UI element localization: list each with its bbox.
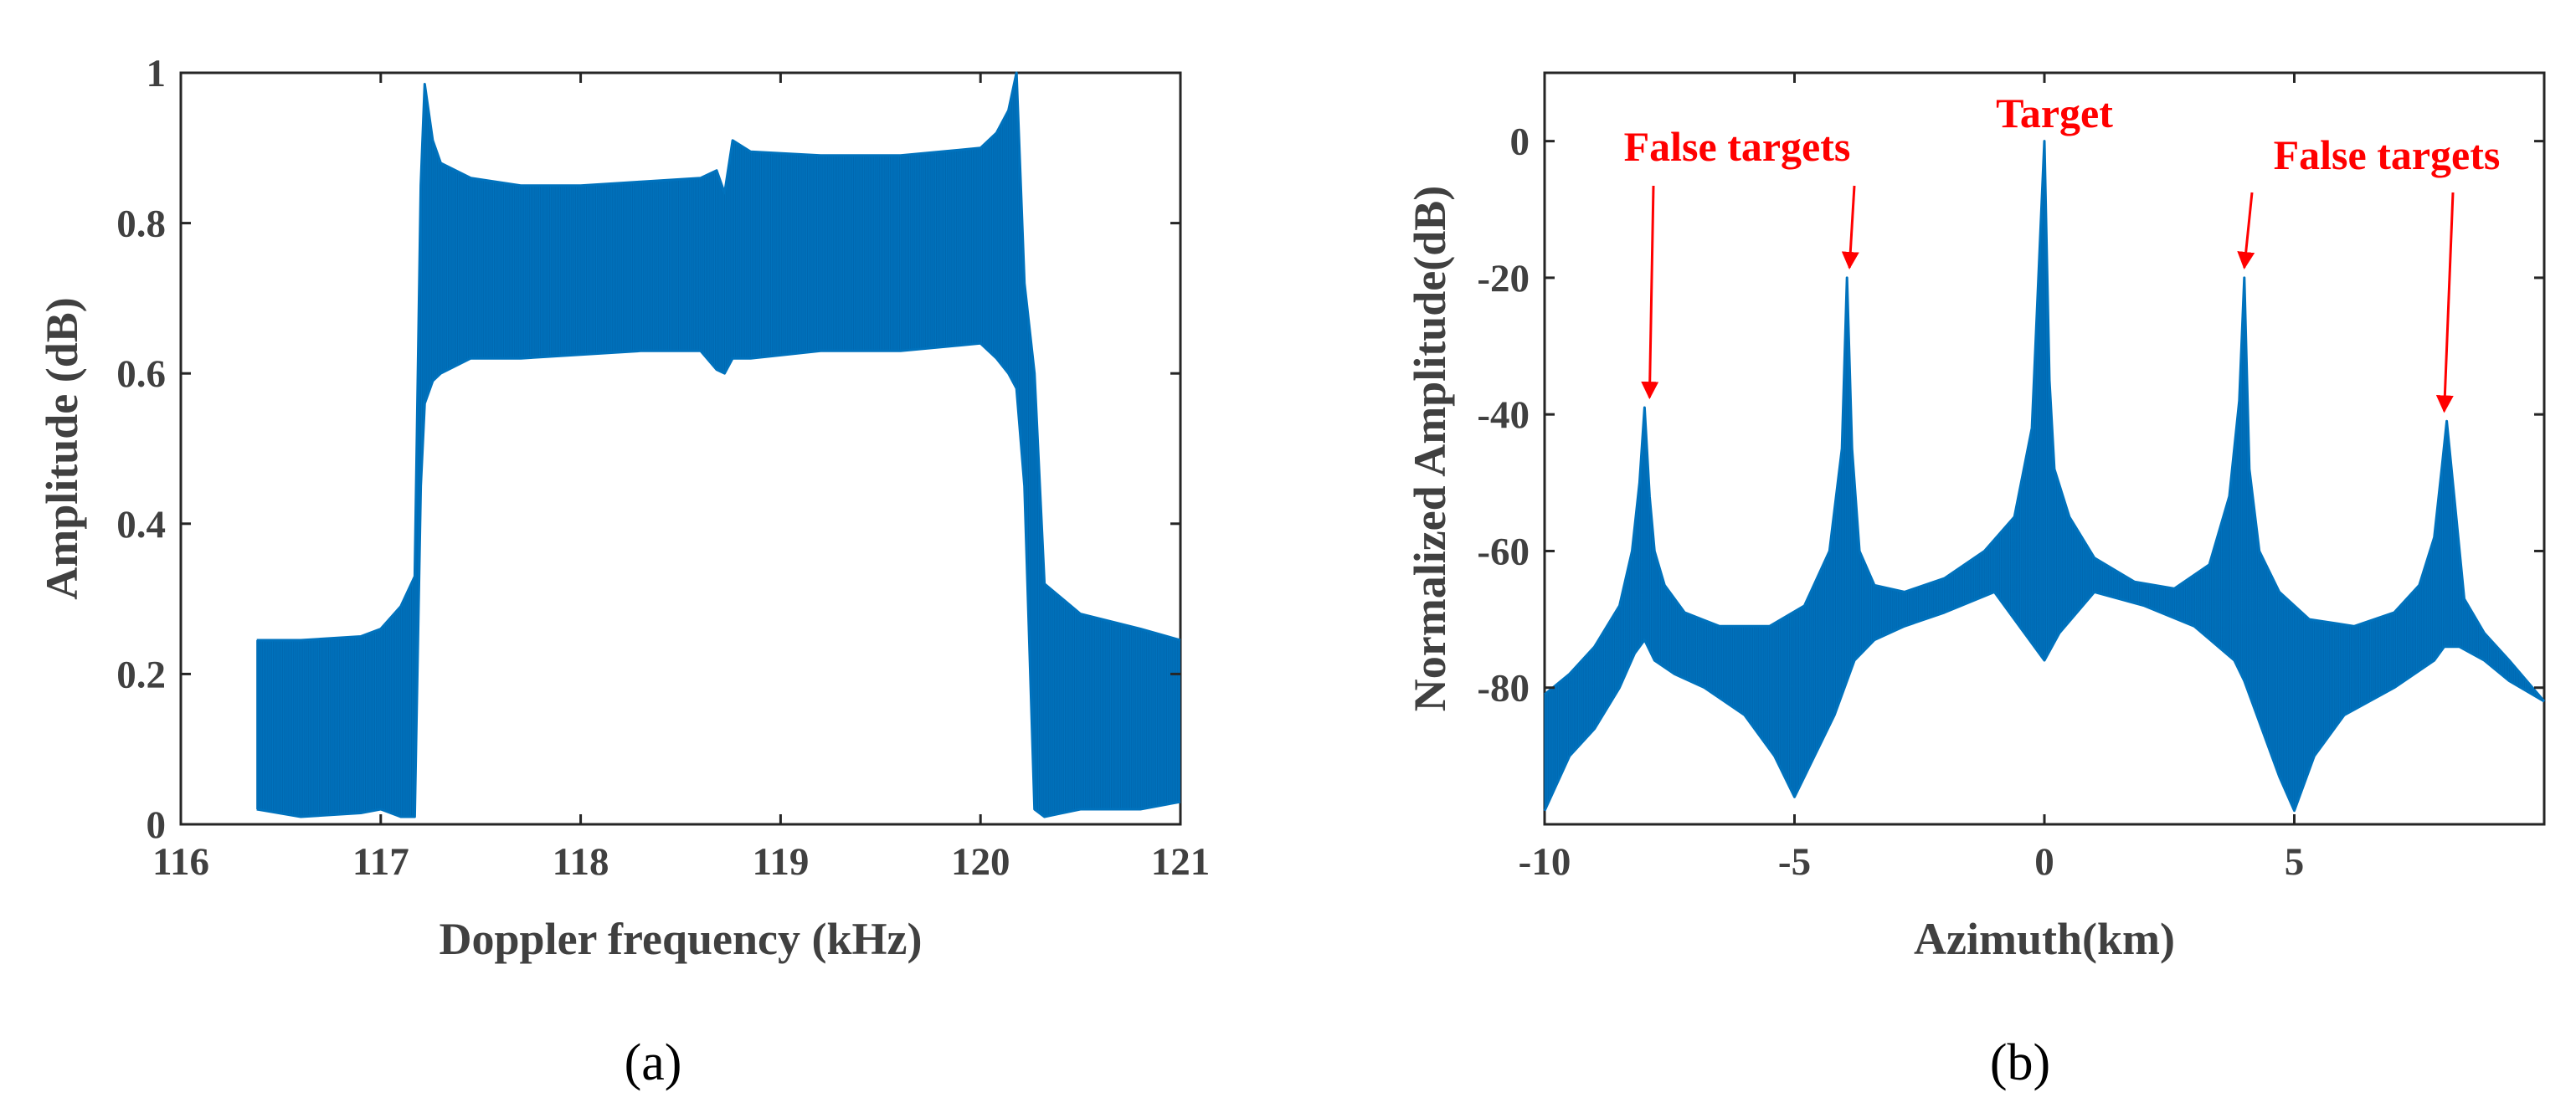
chart-a-ytick-label: 1 bbox=[147, 52, 167, 95]
annotation-label: Target bbox=[1996, 90, 2113, 136]
panel-label-a: (a) bbox=[625, 1034, 682, 1091]
chart-a-series-line-0 bbox=[256, 71, 1181, 642]
chart-b-xtick-label: -5 bbox=[1778, 840, 1811, 884]
chart-b-ytick-label: -80 bbox=[1477, 667, 1530, 710]
chart-a-ytick-label: 0.8 bbox=[116, 203, 166, 246]
chart-a-xtick-label: 120 bbox=[951, 840, 1010, 884]
chart-b-ytick-label: -40 bbox=[1477, 393, 1530, 437]
chart-b-series-line-1 bbox=[1543, 590, 2545, 813]
panel-label-b: (b) bbox=[1990, 1034, 2050, 1091]
chart-a-signal-texture bbox=[256, 76, 1180, 817]
chart-b-ytick-label: -60 bbox=[1477, 530, 1530, 573]
chart-b-ytick-label: -20 bbox=[1477, 257, 1530, 300]
chart-a-series-layer bbox=[256, 71, 1181, 818]
chart-b-xtick-label: -10 bbox=[1519, 840, 1571, 884]
chart-a-xtick-label: 117 bbox=[352, 840, 409, 884]
chart-b-xtick-label: 0 bbox=[2034, 840, 2054, 884]
chart-b-signal-texture bbox=[1544, 156, 2543, 811]
annotation-label: False targets bbox=[2274, 131, 2501, 178]
chart-b-ticks: -10 -5 0 5 0 -20 -40 -60 -80 bbox=[1477, 73, 2544, 884]
chart-b-ylabel: Normalized Amplitude(dB) bbox=[1405, 186, 1455, 712]
chart-a-ylabel: Amplitude (dB) bbox=[37, 297, 87, 600]
chart-b-ytick-label: 0 bbox=[1510, 121, 1530, 164]
chart-a-series-line-1 bbox=[256, 341, 1181, 818]
chart-b-xlabel: Azimuth(km) bbox=[1914, 914, 2175, 964]
chart-a-xtick-label: 119 bbox=[752, 840, 809, 884]
annotation-label: False targets bbox=[1624, 123, 1851, 170]
chart-a-ytick-label: 0.2 bbox=[116, 653, 166, 696]
chart-b-annotations: False targets Target False targets bbox=[1624, 90, 2501, 413]
chart-a-xlabel: Doppler frequency (kHz) bbox=[440, 914, 923, 964]
chart-b-signal-envelope bbox=[1545, 141, 2544, 811]
chart-a-ytick-label: 0.4 bbox=[116, 503, 166, 546]
annotation-arrow bbox=[1641, 185, 1659, 400]
chart-b-series-layer bbox=[1543, 140, 2546, 813]
chart-b-series-line-0 bbox=[1544, 140, 2546, 703]
chart-a-ytick-label: 0.6 bbox=[116, 352, 166, 396]
chart-a-ytick-label: 0 bbox=[147, 803, 167, 847]
annotation-arrow bbox=[1841, 185, 1859, 270]
chart-a-plot-area bbox=[179, 71, 1182, 826]
chart-a-xtick-label: 121 bbox=[1151, 840, 1211, 884]
annotation-arrow bbox=[2435, 192, 2455, 413]
chart-b-xtick-label: 5 bbox=[2285, 840, 2305, 884]
annotation-arrow bbox=[2237, 192, 2255, 269]
chart-a: 116 117 118 119 120 121 0 0.2 0.4 0.6 0.8 1 Doppler… bbox=[37, 52, 1210, 1091]
chart-b: -10 -5 0 5 0 -20 -40 -60 -80 False targets Target… bbox=[1405, 71, 2546, 1091]
chart-a-xtick-label: 118 bbox=[553, 840, 609, 884]
chart-a-ticks: 116 117 118 119 120 121 0 0.2 0.4 0.6 0.8 1 bbox=[116, 52, 1210, 884]
chart-a-xtick-label: 116 bbox=[152, 840, 209, 884]
